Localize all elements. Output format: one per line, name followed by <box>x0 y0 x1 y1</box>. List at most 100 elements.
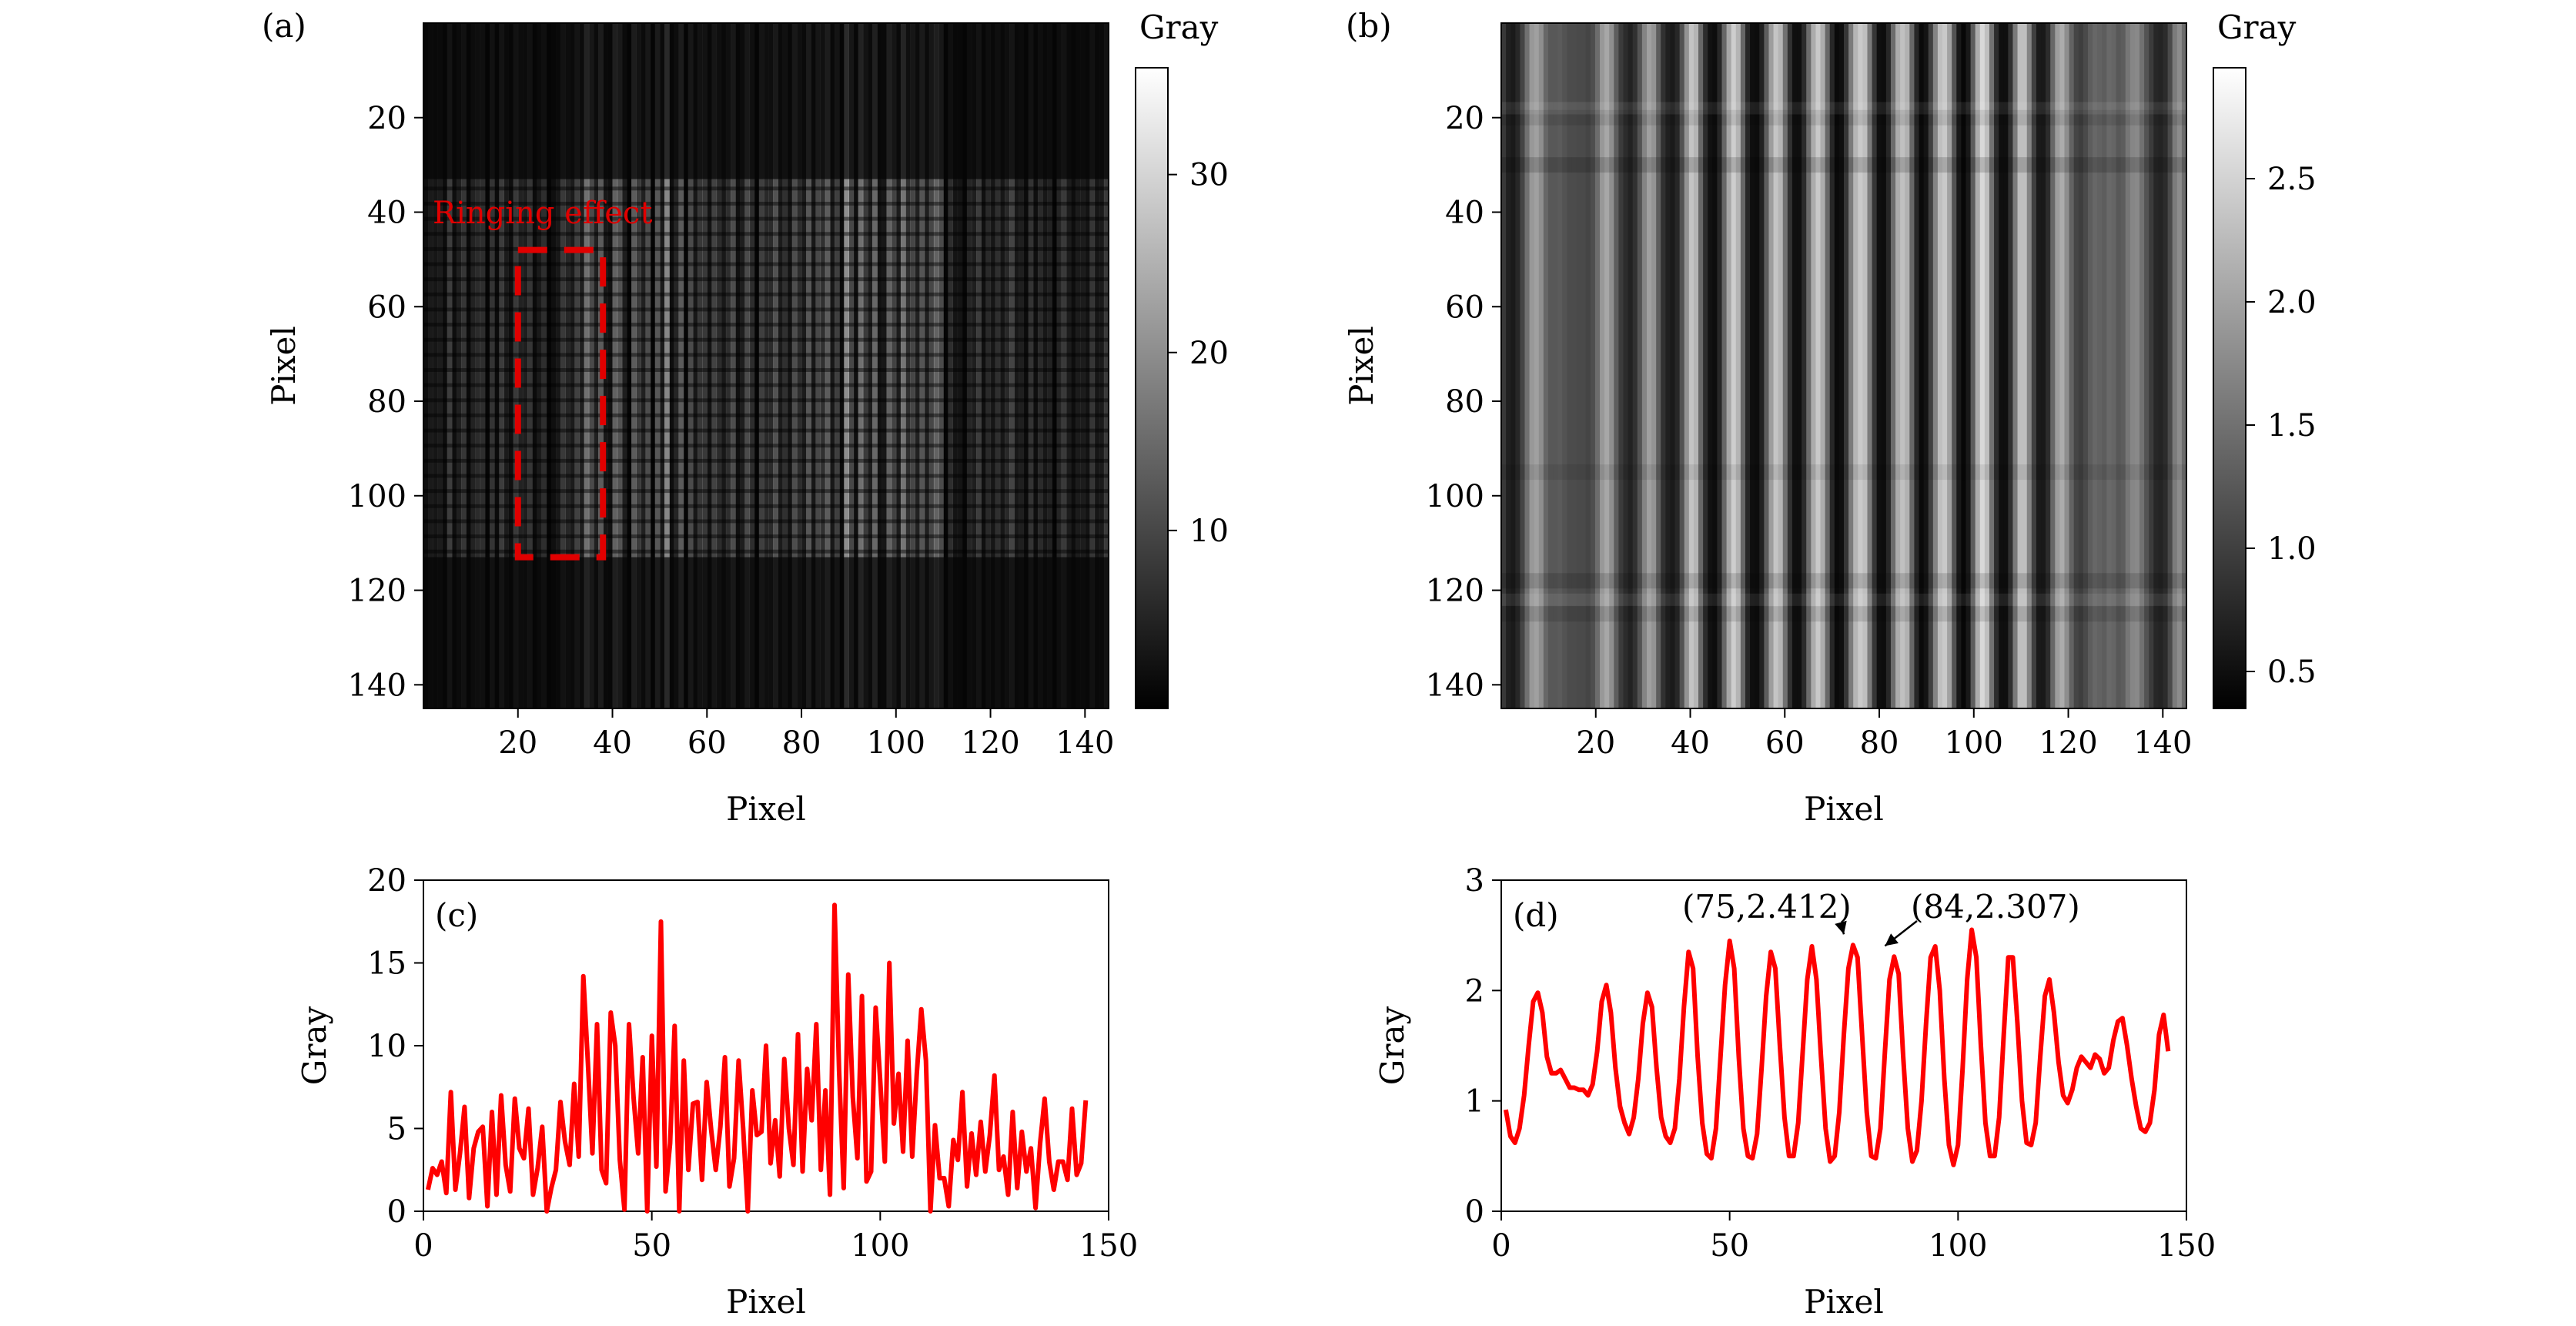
panel-b-fringe-column <box>1764 23 1770 708</box>
panel-b-row-band <box>1501 593 2186 606</box>
panel-a-column <box>588 23 594 708</box>
panel-b-ytick-label: 20 <box>1445 101 1484 136</box>
panel-a-ringing-column <box>848 179 855 558</box>
panel-a-column <box>815 23 821 708</box>
panel-b-fringe-column <box>1858 23 1864 708</box>
panel-a-ringing-column <box>966 179 972 558</box>
panel-a-ringing-column <box>972 179 977 558</box>
panel-b-fringe-column <box>2022 23 2028 708</box>
panel-b-fringe-column <box>2026 23 2032 708</box>
panel-b-fringe-column <box>1510 23 1517 708</box>
panel-a-ringing-column <box>773 179 778 558</box>
panel-b-fringe-column <box>1604 23 1611 708</box>
panel-a-ringing-column <box>829 179 835 558</box>
panel-a-column <box>806 23 811 708</box>
panel-a-row-band <box>423 262 1109 266</box>
panel-a-ringing-column <box>1014 179 1019 558</box>
panel-a-column <box>758 23 764 708</box>
panel-b-xtick-label: 100 <box>1945 725 2003 761</box>
panel-b-xlabel: Pixel <box>1804 790 1884 828</box>
panel-a-column <box>848 23 855 708</box>
panel-a-row-band <box>423 504 1109 508</box>
panel-a-ylabel: Pixel <box>265 326 303 406</box>
panel-b-fringe-column <box>1768 23 1775 708</box>
panel-c-ytick-label: 10 <box>367 1029 406 1064</box>
ringing-effect-label: Ringing effect <box>433 196 652 231</box>
panel-a-frame <box>423 22 1109 709</box>
panel-b-colorbar-tick-label: 1.0 <box>2267 531 2317 567</box>
panel-a-row-band <box>423 292 1109 296</box>
panel-b-colorbar-tick-label: 2.0 <box>2267 285 2317 320</box>
panel-b-fringe-column <box>2064 23 2070 708</box>
panel-a-ringing-column <box>570 179 576 558</box>
panel-a-ringing-column <box>910 179 915 558</box>
panel-b-fringe-column <box>2031 23 2037 708</box>
panel-a-ringing-column <box>1085 179 1091 558</box>
panel-a-ringing-column <box>877 179 882 558</box>
panel-c-ytick-label: 15 <box>367 946 406 982</box>
panel-a-ringing-column <box>985 179 992 558</box>
panel-d-xlabel: Pixel <box>1804 1283 1884 1321</box>
panel-c-xtick-label: 100 <box>851 1228 909 1264</box>
panel-b-fringe-column <box>1829 23 1835 708</box>
panel-a-ringing-column <box>872 179 878 558</box>
panel-b-fringe-column <box>1876 23 1882 708</box>
panel-b-fringe-column <box>1665 23 1671 708</box>
panel-a-ringing-column <box>674 179 680 558</box>
panel-a-row-band <box>423 383 1109 387</box>
panel-a-axes: 20 40 60 80 100 120 140 20 40 60 80 100 120 140 <box>348 101 1115 761</box>
panel-a-column <box>768 23 774 708</box>
panel-a-column <box>948 23 954 708</box>
panel-b-fringe-column <box>1965 23 1972 708</box>
panel-a-ringing-column <box>565 179 570 558</box>
panel-b-fringe-column <box>1782 23 1788 708</box>
panel-a-column <box>730 23 736 708</box>
panel-c-xtick-label: 150 <box>1079 1228 1138 1264</box>
panel-b-fringe-column <box>2055 23 2061 708</box>
panel-b-fringe-column <box>1791 23 1798 708</box>
panel-b-fringe-column <box>2083 23 2089 708</box>
panel-b-fringe-column <box>1928 23 1934 708</box>
panel-a-column <box>744 23 751 708</box>
panel-b-fringe-column <box>2073 23 2079 708</box>
panel-b-fringe-column <box>1538 23 1544 708</box>
panel-b-fringe-column <box>1651 23 1657 708</box>
panel-b-colorbar-tick-label: 0.5 <box>2267 655 2317 690</box>
panel-c: 0 50 100 150 0 5 10 15 20 (c) Pixel Gray <box>296 863 1138 1321</box>
panel-a-column <box>560 23 566 708</box>
panel-a-ringing-column <box>806 179 811 558</box>
annotation-arrow-head <box>1885 933 1899 946</box>
panel-a-ringing-column <box>456 179 462 558</box>
panel-d-series-line <box>1503 927 2171 1167</box>
panel-a-ringing-column <box>503 179 510 558</box>
panel-b-xtick-label: 60 <box>1765 725 1805 761</box>
panel-a-ringing-column <box>957 179 963 558</box>
panel-c-ytick-label: 0 <box>387 1194 406 1230</box>
panel-a-ringing-column <box>1099 179 1105 558</box>
panel-a-ringing-column <box>938 179 944 558</box>
panel-b-fringe-column <box>1755 23 1761 708</box>
panel-b-fringe-column <box>2041 23 2046 708</box>
panel-a-row-band <box>423 458 1109 463</box>
panel-b-fringe-column <box>1900 23 1906 708</box>
panel-b: (b) 20 40 60 80 100 120 140 20 40 60 80 100 120 140 P… <box>1343 7 2317 828</box>
panel-b-fringe-column <box>2163 23 2169 708</box>
panel-a-ringing-column <box>749 179 755 558</box>
panel-a-row-band <box>423 489 1109 494</box>
panel-b-fringe-column <box>1721 23 1728 708</box>
panel-a-column <box>933 23 939 708</box>
panel-a-ringing-column <box>999 179 1005 558</box>
panel-b-fringe-column <box>1547 23 1554 708</box>
panel-b-fringe-column <box>1594 23 1601 708</box>
panel-a-ringing-column <box>1089 179 1096 558</box>
panel-b-fringe-column <box>2139 23 2145 708</box>
panel-b-fringe-column <box>1811 23 1817 708</box>
panel-a-ringing-column <box>730 179 736 558</box>
panel-b-ylabel: Pixel <box>1343 326 1380 406</box>
panel-b-fringe-column <box>1562 23 1568 708</box>
panel-b-fringe-column <box>1797 23 1802 708</box>
panel-b-fringe-column <box>1688 23 1694 708</box>
panel-b-fringe-column <box>2102 23 2108 708</box>
panel-a-ringing-column <box>433 179 439 558</box>
panel-b-fringe-column <box>2003 23 2009 708</box>
